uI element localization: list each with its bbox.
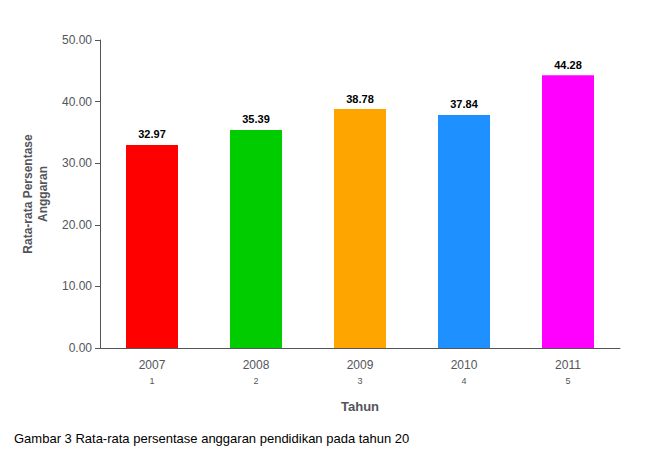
svg-text:20.00: 20.00 (62, 218, 92, 232)
svg-text:38.78: 38.78 (346, 93, 374, 105)
svg-text:2010: 2010 (451, 358, 478, 372)
svg-text:Tahun: Tahun (341, 399, 379, 414)
svg-text:1: 1 (149, 376, 154, 386)
svg-text:50.00: 50.00 (62, 33, 92, 47)
svg-text:40.00: 40.00 (62, 95, 92, 109)
svg-text:2011: 2011 (555, 358, 581, 372)
svg-text:37.84: 37.84 (450, 98, 478, 110)
svg-text:2008: 2008 (243, 358, 270, 372)
svg-text:0.00: 0.00 (69, 341, 93, 355)
svg-text:Rata-rata Persentase: Rata-rata Persentase (21, 134, 35, 254)
svg-text:30.00: 30.00 (62, 156, 92, 170)
svg-text:4: 4 (461, 376, 466, 386)
svg-text:Gambar 3 Rata-rata persentase: Gambar 3 Rata-rata persentase anggaran p… (14, 431, 409, 446)
svg-text:35.39: 35.39 (242, 113, 270, 125)
svg-text:10.00: 10.00 (62, 279, 92, 293)
svg-text:Anggaran: Anggaran (36, 166, 50, 222)
svg-text:2009: 2009 (347, 358, 374, 372)
svg-text:5: 5 (565, 376, 570, 386)
svg-text:3: 3 (357, 376, 362, 386)
svg-text:2007: 2007 (139, 358, 166, 372)
svg-text:32.97: 32.97 (138, 128, 166, 140)
svg-text:44.28: 44.28 (554, 59, 582, 71)
svg-text:2: 2 (253, 376, 258, 386)
